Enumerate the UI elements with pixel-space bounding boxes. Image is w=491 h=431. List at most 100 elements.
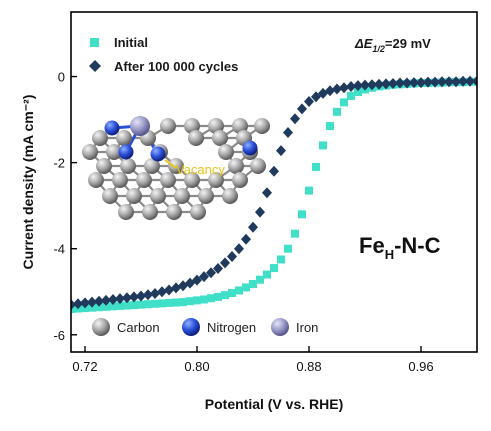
data-point-initial <box>179 298 187 307</box>
nitrogen-atom <box>118 144 134 160</box>
iron-atom <box>130 116 150 136</box>
x-tick-label: 0.88 <box>296 359 321 374</box>
carbon-atom <box>106 144 122 160</box>
atom-legend-nitrogen: Nitrogen <box>207 320 256 335</box>
data-point-initial <box>193 296 201 305</box>
data-point-initial <box>71 304 75 313</box>
data-point-initial <box>354 88 362 97</box>
data-point-after-cycles <box>290 113 300 125</box>
vacancy-label: Vacancy <box>176 162 225 177</box>
data-point-after-cycles <box>423 76 433 88</box>
data-point-after-cycles <box>409 77 419 89</box>
data-point-after-cycles <box>283 127 293 139</box>
legend-label-after: After 100 000 cycles <box>114 59 238 74</box>
carbon-atom <box>218 144 234 160</box>
data-point-after-cycles <box>80 297 90 309</box>
series-after-cycles <box>71 75 477 311</box>
data-point-after-cycles <box>241 233 251 245</box>
atom-legend-carbon: Carbon <box>117 320 160 335</box>
carbon-atom <box>250 158 266 174</box>
x-tick-label: 0.72 <box>72 359 97 374</box>
data-point-after-cycles <box>108 293 118 305</box>
carbon-atom <box>92 130 108 146</box>
data-point-after-cycles <box>451 76 461 88</box>
data-point-after-cycles <box>220 257 230 269</box>
y-tick-label: -4 <box>53 242 65 257</box>
data-point-after-cycles <box>129 291 139 303</box>
atomic-structure-inset: Vacancy <box>82 116 270 220</box>
data-point-initial <box>144 300 152 309</box>
carbon-atom <box>166 204 182 220</box>
carbon-atom <box>118 204 134 220</box>
x-tick-label: 0.96 <box>408 359 433 374</box>
data-point-after-cycles <box>297 103 307 115</box>
carbon-atom <box>82 144 98 160</box>
carbon-atom <box>212 130 228 146</box>
data-point-after-cycles <box>388 77 398 89</box>
data-point-initial <box>256 275 264 284</box>
data-point-after-cycles <box>374 78 384 90</box>
data-point-after-cycles <box>87 296 97 308</box>
data-point-after-cycles <box>332 83 342 95</box>
carbon-atom <box>120 158 136 174</box>
carbon-atom <box>208 172 224 188</box>
carbon-atom <box>102 188 118 204</box>
data-point-initial <box>172 298 180 307</box>
carbon-atom <box>222 188 238 204</box>
carbon-atom <box>142 204 158 220</box>
data-point-after-cycles <box>360 79 370 91</box>
carbon-atom <box>190 204 206 220</box>
data-point-after-cycles <box>136 290 146 302</box>
data-point-after-cycles <box>353 80 363 92</box>
carbon-atom <box>150 188 166 204</box>
carbon-atom-icon <box>92 318 110 336</box>
half-wave-shift-annotation: ΔE1/2=29 mV <box>354 36 431 54</box>
data-point-after-cycles <box>444 76 454 88</box>
carbon-atom <box>168 158 184 174</box>
data-point-after-cycles <box>311 91 321 103</box>
data-point-initial <box>242 283 250 292</box>
data-point-initial <box>263 270 271 279</box>
data-point-initial <box>333 107 341 116</box>
data-point-initial <box>102 302 110 311</box>
data-point-after-cycles <box>381 78 391 90</box>
data-point-initial <box>88 303 96 312</box>
data-point-after-cycles <box>206 267 216 279</box>
data-point-after-cycles <box>262 187 272 199</box>
data-point-after-cycles <box>437 76 447 88</box>
carbon-atom <box>228 158 244 174</box>
data-point-after-cycles <box>94 295 104 307</box>
data-point-initial <box>298 210 306 219</box>
data-point-after-cycles <box>73 298 83 310</box>
data-point-after-cycles <box>304 96 314 108</box>
data-point-initial <box>130 301 138 310</box>
data-point-after-cycles <box>458 75 468 87</box>
data-point-after-cycles <box>143 289 153 301</box>
legend: Initial After 100 000 cycles <box>89 35 238 74</box>
data-point-after-cycles <box>150 287 160 299</box>
carbon-atom <box>144 158 160 174</box>
data-point-after-cycles <box>71 299 76 311</box>
data-point-after-cycles <box>115 293 125 305</box>
data-point-initial <box>270 264 278 273</box>
y-tick-label: 0 <box>58 70 65 85</box>
carbon-atom <box>116 130 132 146</box>
data-point-after-cycles <box>192 274 202 286</box>
atom-legend: Carbon Nitrogen Iron <box>92 318 318 336</box>
data-point-after-cycles <box>248 221 258 233</box>
y-axis-label: Current density (mA cm⁻²) <box>20 95 36 270</box>
y-tick-label: -6 <box>53 328 65 343</box>
data-point-initial <box>165 298 173 307</box>
data-point-initial <box>305 186 313 195</box>
data-point-after-cycles <box>276 145 286 157</box>
data-point-initial <box>116 301 124 310</box>
axis-ticks: 0.72 0.80 0.88 0.96 -6 -4 -2 0 <box>53 70 433 374</box>
data-point-initial <box>249 280 257 288</box>
carbon-atom <box>254 118 270 134</box>
data-point-initial <box>214 292 222 301</box>
nitrogen-atom <box>150 146 166 162</box>
data-point-initial <box>200 295 208 304</box>
data-point-initial <box>158 299 166 308</box>
